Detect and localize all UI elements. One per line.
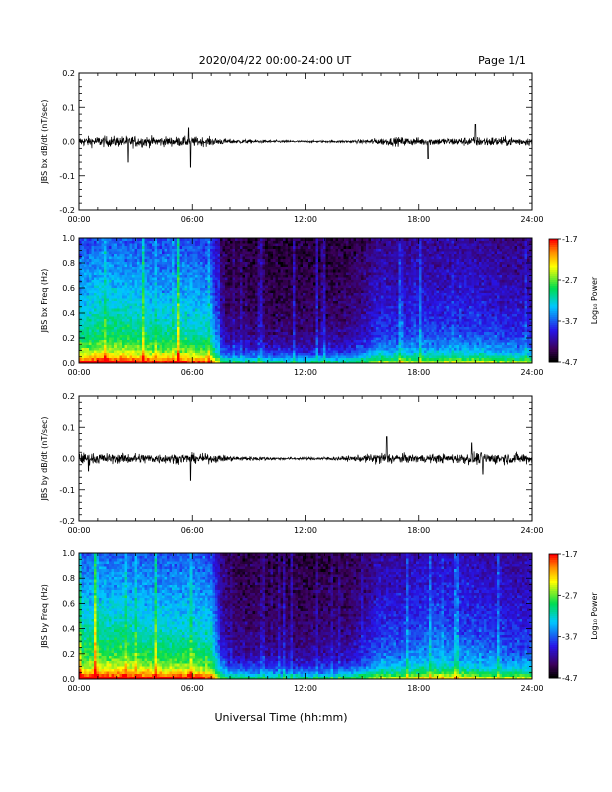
spectrogram-cells: [79, 238, 533, 364]
series-line: [78, 436, 533, 481]
x-tick-label: 18:00: [407, 684, 430, 693]
y-tick-label: 0.1: [62, 423, 75, 432]
x-tick-label: 06:00: [181, 368, 204, 377]
y-tick-label: 0.4: [62, 625, 75, 634]
y-tick-label: 1.0: [62, 234, 75, 243]
y-tick-label: 0.6: [62, 284, 75, 293]
bx-timeseries-panel: 0.2 0.1 0.0 -0.1 -0.200:00 06:00 12:00 18:00 24:…: [40, 69, 544, 224]
y-tick-label: 0.8: [62, 259, 75, 268]
y-tick-label: 0.0: [62, 138, 75, 147]
spectrogram-cells: [79, 553, 533, 680]
y-axis-label: JBS by dB/dt (nT/sec): [40, 416, 49, 501]
x-tick-label: 24:00: [520, 684, 543, 693]
y-tick-label: 0.2: [62, 334, 75, 343]
page-indicator: Page 1/1: [478, 54, 526, 67]
y-tick-label: -0.1: [59, 486, 75, 495]
colorbar-tick-label: -2.7: [562, 276, 578, 285]
y-axis-label: JBS bx Freq (Hz): [40, 269, 49, 334]
colorbar-tick-label: -3.7: [562, 633, 578, 642]
panel-frame: [78, 72, 533, 211]
y-tick-label: -0.2: [59, 206, 75, 215]
by-colorbar: -1.7 -2.7 -3.7 -4.7 Log₁₀ Power: [548, 550, 599, 683]
panel-frame: [78, 395, 533, 522]
by-timeseries-panel: 0.2 0.1 0.0 -0.1 -0.200:00 06:00 12:00 18:00 24:…: [40, 392, 544, 535]
y-tick-label: 0.2: [62, 650, 75, 659]
x-tick-label: 24:00: [520, 215, 543, 224]
y-tick-label: -0.2: [59, 517, 75, 526]
x-tick-label: 00:00: [67, 526, 90, 535]
x-tick-label: 00:00: [67, 368, 90, 377]
x-tick-label: 06:00: [181, 215, 204, 224]
y-tick-label: 0.8: [62, 574, 75, 583]
series-line: [78, 124, 533, 168]
x-axis-title: Universal Time (hh:mm): [215, 711, 348, 724]
x-tick-label: 12:00: [294, 215, 317, 224]
by-spectrogram-panel: 1.0 0.8 0.6 0.4 0.2 0.000:00 06:00 12:00 18:00 24…: [40, 549, 544, 693]
panel-frame: [78, 552, 533, 680]
y-tick-label: 1.0: [62, 549, 75, 558]
colorbar-tick-label: -3.7: [562, 317, 578, 326]
y-tick-label: -0.1: [59, 172, 75, 181]
x-tick-label: 12:00: [294, 526, 317, 535]
x-tick-label: 24:00: [520, 526, 543, 535]
x-tick-label: 00:00: [67, 215, 90, 224]
colorbar-label: Log₁₀ Power: [590, 592, 599, 640]
x-tick-label: 00:00: [67, 684, 90, 693]
x-tick-label: 12:00: [294, 684, 317, 693]
colorbar-frame: [548, 238, 559, 363]
x-tick-label: 18:00: [407, 368, 430, 377]
bx-spectrogram-panel: 1.0 0.8 0.6 0.4 0.2 0.000:00 06:00 12:00 18:00 24…: [40, 234, 544, 377]
y-tick-label: 0.0: [62, 455, 75, 464]
colorbar-tick-label: -1.7: [562, 550, 578, 559]
y-tick-label: 0.0: [62, 675, 75, 684]
x-tick-label: 06:00: [181, 526, 204, 535]
chart-title: 2020/04/22 00:00-24:00 UT: [199, 54, 352, 67]
colorbar-label: Log₁₀ Power: [590, 276, 599, 324]
x-tick-label: 12:00: [294, 368, 317, 377]
colorbar-tick-label: -1.7: [562, 235, 578, 244]
colorbar-tick-label: -2.7: [562, 591, 578, 600]
x-tick-label: 06:00: [181, 684, 204, 693]
y-tick-label: 0.2: [62, 392, 75, 401]
y-axis-label: JBS by Freq (Hz): [40, 584, 49, 649]
y-tick-label: 0.1: [62, 103, 75, 112]
colorbar-tick-label: -4.7: [562, 674, 578, 683]
y-tick-label: 0.6: [62, 599, 75, 608]
colorbar-frame: [548, 553, 559, 679]
x-tick-label: 18:00: [407, 526, 430, 535]
x-tick-label: 18:00: [407, 215, 430, 224]
colorbar-tick-label: -4.7: [562, 358, 578, 367]
y-tick-label: 0.0: [62, 359, 75, 368]
bx-colorbar: -1.7 -2.7 -3.7 -4.7 Log₁₀ Power: [548, 235, 599, 367]
y-tick-label: 0.2: [62, 69, 75, 78]
y-axis-label: JBS bx dB/dt (nT/sec): [40, 99, 49, 184]
panel-frame: [78, 237, 533, 364]
x-tick-label: 24:00: [520, 368, 543, 377]
y-tick-label: 0.4: [62, 309, 75, 318]
